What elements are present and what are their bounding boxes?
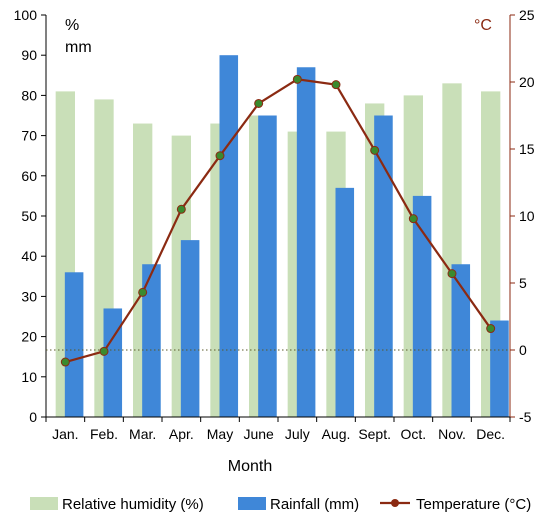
legend-swatch-rainfall [238, 497, 266, 510]
rainfall-bar-4 [180, 240, 200, 417]
right-tick-label-5: 5 [519, 275, 527, 291]
right-tick-label-25: 25 [519, 7, 535, 23]
x-axis-title: Month [228, 458, 272, 475]
left-tick-label-70: 70 [21, 128, 37, 144]
left-tick-label-60: 60 [21, 168, 37, 184]
rainfall-bar-10 [412, 195, 432, 417]
humidity-bars [55, 83, 501, 418]
legend: Relative humidity (%) Rainfall (mm) Temper… [30, 496, 531, 513]
x-tick-label-6: June [243, 426, 274, 442]
rainfall-bar-5 [219, 55, 239, 417]
left-tick-label-20: 20 [21, 329, 37, 345]
left-tick-label-30: 30 [21, 288, 37, 304]
rainfall-bar-6 [258, 115, 277, 417]
legend-label-humidity: Relative humidity (%) [62, 496, 204, 513]
legend-label-rainfall: Rainfall (mm) [270, 496, 359, 513]
rainfall-bar-12 [490, 320, 509, 417]
temperature-point-12 [486, 324, 496, 334]
left-tick-label-40: 40 [21, 248, 37, 264]
left-tick-label-100: 100 [14, 7, 38, 23]
left-tick-label-50: 50 [21, 208, 37, 224]
rainfall-bar-2 [103, 308, 123, 417]
right-tick-label-0: 0 [519, 342, 527, 358]
left-unit-mm: mm [65, 39, 92, 56]
left-tick-label-90: 90 [21, 47, 37, 63]
temperature-point-8 [331, 80, 341, 90]
x-tick-label-9: Sept. [358, 426, 391, 442]
legend-marker-temperature [391, 499, 399, 507]
left-tick-label-10: 10 [21, 369, 37, 385]
temperature-point-10 [408, 214, 418, 224]
temperature-point-2 [99, 346, 109, 356]
legend-swatch-humidity [30, 497, 58, 510]
rainfall-bar-8 [335, 187, 355, 417]
temperature-line [60, 74, 496, 367]
temperature-series-line [65, 78, 492, 364]
temperature-point-5 [215, 151, 225, 161]
right-tick-label--5: -5 [519, 409, 532, 425]
x-tick-label-10: Oct. [400, 426, 426, 442]
temperature-point-11 [447, 269, 457, 279]
right-tick-label-15: 15 [519, 141, 535, 157]
temperature-point-4 [176, 204, 186, 214]
temperature-point-9 [370, 145, 380, 155]
right-tick-label-20: 20 [519, 74, 535, 90]
x-tick-label-2: Feb. [90, 426, 118, 442]
x-tick-label-12: Dec. [476, 426, 505, 442]
rainfall-bar-9 [374, 115, 393, 417]
rainfall-bar-7 [296, 67, 316, 417]
x-tick-label-3: Mar. [129, 426, 156, 442]
left-tick-label-80: 80 [21, 87, 37, 103]
temperature-point-1 [60, 357, 70, 367]
rainfall-bar-11 [451, 264, 471, 417]
x-tick-label-11: Nov. [438, 426, 466, 442]
right-tick-label-10: 10 [519, 208, 535, 224]
rainfall-bar-3 [142, 264, 161, 417]
rainfall-bars [64, 55, 509, 417]
axis-labels: 0 10 20 30 40 50 60 70 80 90 100 -5 0 5 10 15 20 25 Jan. Fe… [14, 7, 535, 475]
x-tick-label-1: Jan. [52, 426, 78, 442]
left-tick-label-0: 0 [29, 409, 37, 425]
x-tick-label-4: Apr. [169, 426, 194, 442]
x-tick-label-5: May [207, 426, 233, 442]
temperature-point-7 [292, 74, 302, 84]
rainfall-bar-1 [64, 272, 84, 417]
left-unit-percent: % [65, 17, 79, 34]
x-tick-label-8: Aug. [322, 426, 351, 442]
right-unit-celsius: °C [474, 17, 492, 34]
legend-label-temperature: Temperature (°C) [416, 496, 531, 513]
x-tick-label-7: July [285, 426, 310, 442]
temperature-point-3 [138, 287, 148, 297]
temperature-point-6 [254, 98, 264, 108]
